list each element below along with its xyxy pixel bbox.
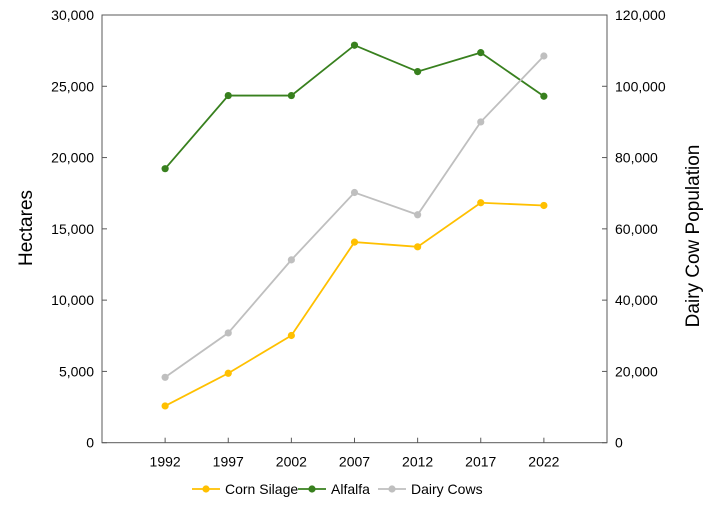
x-tick-label: 1997 [213, 454, 244, 470]
y2-tick-label: 60,000 [615, 221, 658, 237]
data-point [477, 118, 485, 126]
y2-axis-label: Dairy Cow Population [683, 145, 704, 328]
data-point [161, 165, 169, 173]
data-point [477, 199, 485, 207]
data-point [540, 201, 548, 210]
x-tick-label: 2007 [339, 454, 370, 470]
legend-marker [308, 485, 316, 493]
data-point [287, 91, 295, 100]
series-line [164, 44, 545, 170]
data-point [224, 91, 232, 100]
legend-label: Corn Silage [225, 481, 298, 497]
data-point [540, 92, 548, 100]
plot-frame [101, 14, 608, 444]
y-tick-label: 20,000 [51, 150, 94, 166]
y2-tick-label: 120,000 [615, 7, 666, 23]
data-point [414, 67, 422, 76]
data-point [224, 369, 232, 377]
legend-label: Dairy Cows [411, 481, 483, 497]
y2-tick-label: 20,000 [615, 363, 658, 379]
y-tick-label: 30,000 [51, 7, 94, 23]
series-line [164, 201, 544, 407]
data-point [414, 243, 422, 251]
y2-tick-label: 0 [615, 435, 623, 451]
x-tick-label: 2012 [402, 454, 433, 470]
y2-tick-label: 80,000 [615, 150, 658, 166]
data-point [540, 52, 548, 60]
x-tick-label: 2002 [276, 454, 307, 470]
y-tick-label: 5,000 [59, 363, 94, 379]
y2-tick-label: 40,000 [615, 292, 658, 308]
data-point [350, 188, 359, 197]
y-tick-label: 0 [86, 435, 94, 451]
data-point [414, 211, 422, 219]
y-tick-label: 15,000 [51, 221, 94, 237]
x-tick-label: 2017 [465, 454, 496, 470]
y-tick-label: 10,000 [51, 292, 94, 308]
data-point [350, 238, 359, 246]
data-point [287, 256, 295, 264]
x-tick-label: 1992 [150, 454, 181, 470]
y2-tick-label: 100,000 [615, 78, 666, 94]
data-point [477, 49, 485, 57]
data-point [350, 41, 359, 49]
legend: Corn Silage Alfalfa Dairy Cows [192, 481, 483, 497]
data-point [287, 331, 295, 340]
y-axis-label: Hectares [16, 190, 37, 266]
legend-label: Alfalfa [331, 481, 370, 497]
data-point [161, 402, 169, 410]
y-tick-label: 25,000 [51, 78, 94, 94]
x-tick-label: 2022 [528, 454, 559, 470]
data-point [224, 329, 232, 337]
legend-marker [388, 485, 396, 493]
legend-marker [202, 485, 210, 493]
data-point [161, 373, 169, 381]
